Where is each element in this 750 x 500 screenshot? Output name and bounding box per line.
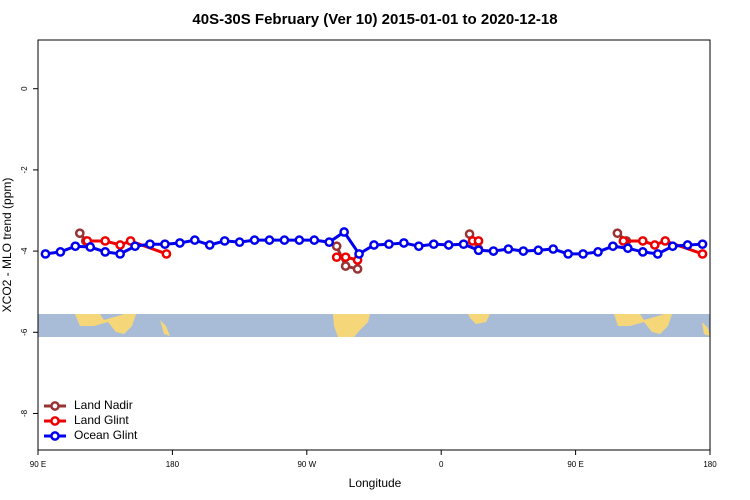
point [428,239,439,250]
point [160,239,170,250]
point [249,235,260,245]
y-tick-label: 0 [20,86,29,91]
chart-title: 40S-30S February (Ver 10) 2015-01-01 to … [192,11,557,28]
point [264,235,275,245]
point [331,241,342,252]
point [612,228,623,239]
legend-marker [50,416,60,426]
point [533,245,544,256]
y-tick-label: -6 [20,328,29,336]
plot-frame [37,39,711,451]
point [578,249,588,259]
point [100,247,111,257]
point [100,236,111,246]
x-axis-label: Longitude [349,476,402,490]
point [115,240,125,250]
x-tick-label: 90 E [567,460,583,469]
point [682,240,693,250]
point [697,239,708,250]
point [660,236,671,246]
point [369,240,379,250]
point [219,236,230,246]
point [331,252,342,263]
x-tick-label: 180 [166,460,180,469]
point [40,249,51,259]
point [618,236,629,246]
point [352,264,363,274]
point [354,249,364,259]
point [652,249,663,259]
map-strip [38,314,710,337]
point [473,245,484,256]
point [608,241,618,252]
point [294,235,305,245]
legend-marker [50,431,60,441]
x-tick-label: 90 E [30,460,46,469]
x-tick-label: 180 [703,460,717,469]
x-tick-label: 90 W [297,460,316,469]
point [55,247,66,257]
x-tick-label: 0 [439,460,444,469]
point [443,240,454,250]
point [85,242,96,252]
legend-marker [50,401,60,411]
point [697,249,708,259]
point [74,228,85,239]
point [623,243,633,254]
point [488,246,499,256]
point [548,244,559,254]
point [70,241,81,252]
point [458,239,469,250]
y-axis-label: XCO2 - MLO trend (ppm) [0,178,14,313]
legend-label: Land Glint [74,413,129,427]
point [413,241,424,252]
point [279,235,290,245]
point [324,237,335,248]
point [161,249,172,259]
point [593,247,603,257]
point [130,241,140,252]
point [637,236,648,246]
point [234,237,245,248]
point [189,235,200,245]
point [503,244,514,254]
point [473,236,484,246]
point [399,238,409,248]
legend-label: Land Nadir [74,398,133,412]
point [649,240,660,250]
point [309,235,320,245]
point [204,240,215,250]
point [340,261,351,271]
legend-label: Ocean Glint [74,428,138,442]
y-tick-label: -4 [20,247,29,255]
point [563,249,573,259]
point [145,239,155,250]
point [175,238,185,248]
y-tick-label: -2 [20,166,29,174]
point [667,241,678,252]
point [384,239,394,250]
point [115,249,125,259]
y-tick-label: -8 [20,409,29,417]
point [518,246,529,256]
point [637,247,648,257]
point [340,252,351,263]
point [339,227,349,237]
